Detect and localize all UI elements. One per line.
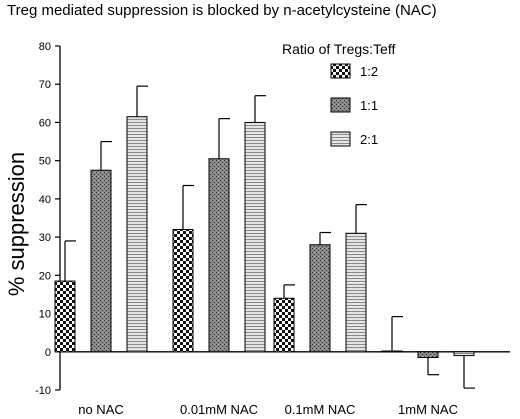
- y-tick-label: -10: [35, 385, 51, 397]
- y-tick-label: 40: [39, 194, 51, 206]
- bar-1-1-2: [309, 244, 331, 353]
- plot-area: -10 0 10 20 30 40 50 60 70 80 no NAC 0.01mM NAC 0.1m…: [35, 41, 510, 417]
- category-label: no NAC: [78, 402, 124, 417]
- y-tick-label: 0: [45, 347, 51, 359]
- legend-label-1-1: 1:1: [360, 98, 378, 113]
- bar-1-1-0: [90, 169, 112, 353]
- bar-1-2-2: [273, 297, 295, 353]
- y-tick-label: 20: [39, 270, 51, 282]
- bar-2-1-3: [453, 351, 475, 357]
- bar-1-2-3: [381, 350, 403, 353]
- legend-swatch-1-2: [330, 63, 351, 79]
- category-label: 0.1mM NAC: [285, 402, 356, 417]
- category-label: 0.01mM NAC: [180, 402, 258, 417]
- bar-1-2-0: [54, 280, 76, 353]
- legend-swatch-2-1: [330, 131, 351, 147]
- y-axis-label: % suppression: [4, 152, 29, 296]
- chart-title: Treg mediated suppression is blocked by …: [7, 2, 437, 19]
- y-tick-label: 60: [39, 117, 51, 129]
- legend-swatch-1-1: [330, 97, 351, 113]
- legend-title: Ratio of Tregs:Teff: [282, 41, 395, 57]
- bar-2-1-1: [244, 121, 266, 353]
- bar-2-1-0: [126, 116, 148, 353]
- y-tick-label: 50: [39, 156, 51, 168]
- legend: Ratio of Tregs:Teff 1:2 1:1 2:1: [282, 41, 395, 147]
- legend-label-2-1: 2:1: [360, 132, 378, 147]
- legend-label-1-2: 1:2: [360, 64, 378, 79]
- bar-2-1-2: [345, 232, 367, 353]
- y-tick-label: 80: [39, 41, 51, 53]
- y-tick-label: 30: [39, 232, 51, 244]
- bar-1-1-3: [417, 351, 439, 359]
- bar-1-1-1: [208, 158, 230, 353]
- bar-1-2-1: [172, 228, 194, 353]
- y-tick-label: 70: [39, 79, 51, 91]
- category-label: 1mM NAC: [398, 402, 458, 417]
- y-tick-label: 10: [39, 309, 51, 321]
